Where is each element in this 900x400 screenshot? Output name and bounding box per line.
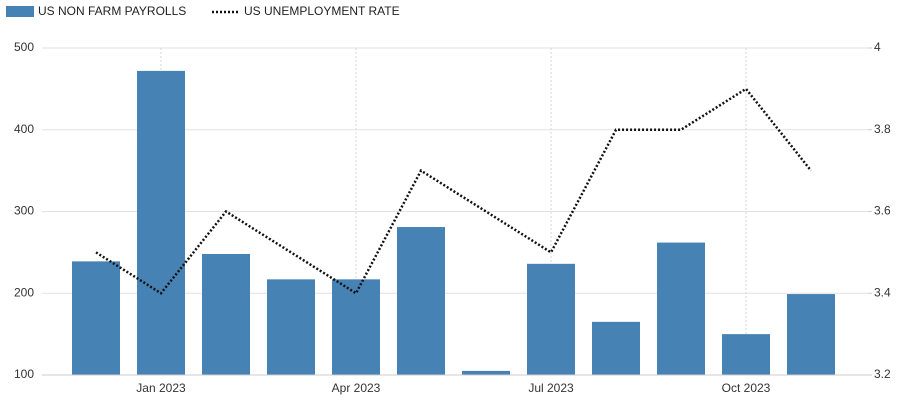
x-tick-label: Jan 2023	[136, 381, 186, 395]
x-tick-label: Oct 2023	[722, 381, 771, 395]
y-tick-label: 400	[14, 122, 34, 136]
legend-label: US UNEMPLOYMENT RATE	[244, 4, 400, 18]
y2-tick-label: 3.4	[874, 285, 891, 299]
y2-tick-label: 3.6	[874, 204, 891, 218]
y2-tick-label: 4	[874, 40, 881, 54]
y-tick-label: 100	[14, 367, 34, 381]
legend-label: US NON FARM PAYROLLS	[38, 4, 186, 18]
y-tick-label: 300	[14, 204, 34, 218]
y2-tick-label: 3.2	[874, 367, 891, 381]
bar	[787, 294, 835, 375]
y-tick-label: 500	[14, 40, 34, 54]
y-tick-label: 200	[14, 285, 34, 299]
bar	[462, 370, 510, 375]
bar	[267, 279, 315, 375]
x-tick-label: Jul 2023	[528, 381, 574, 395]
legend: US NON FARM PAYROLLS US UNEMPLOYMENT RAT…	[6, 4, 400, 18]
bar	[332, 279, 380, 375]
bar	[202, 254, 250, 375]
bar	[722, 334, 770, 375]
y2-tick-label: 3.8	[874, 122, 891, 136]
legend-swatch	[6, 6, 34, 17]
bar	[137, 70, 185, 375]
bar	[592, 321, 640, 375]
bar	[72, 261, 120, 375]
bar	[657, 242, 705, 375]
bar	[397, 227, 445, 375]
bar	[527, 263, 575, 375]
x-tick-label: Apr 2023	[332, 381, 381, 395]
